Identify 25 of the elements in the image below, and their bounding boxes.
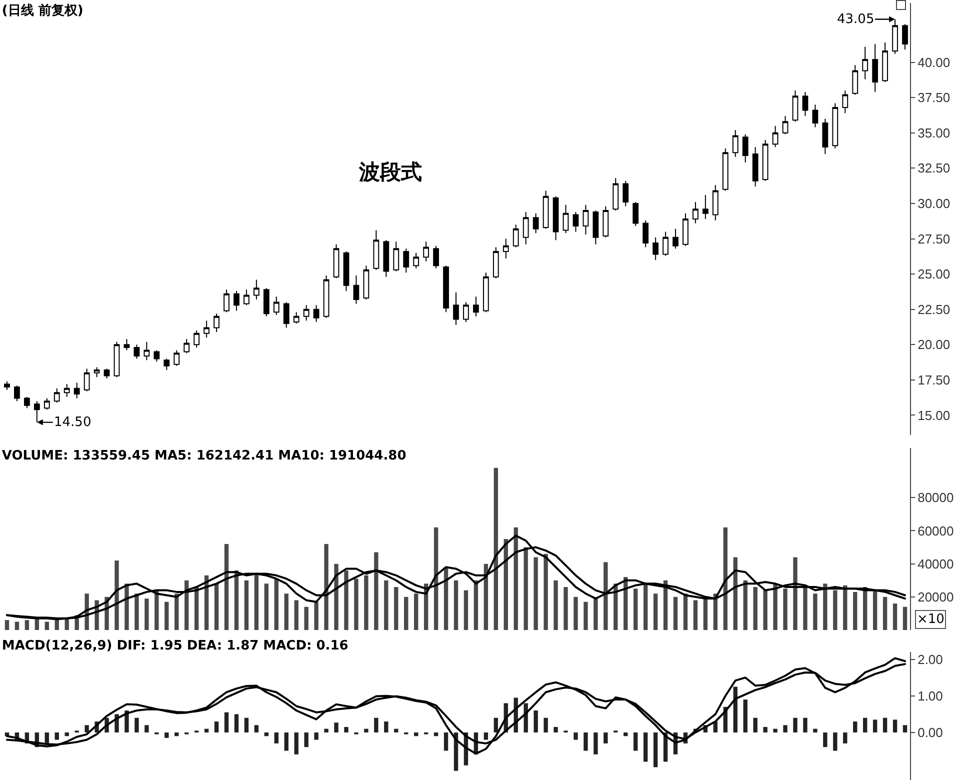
chart-title: VOLUME: 133559.45 MA5: 162142.41 MA10: 191044.80 — [2, 448, 406, 464]
y-tick-label: 17.50 — [918, 372, 950, 388]
y-tick-label: 60000 — [918, 523, 954, 538]
y-tick-label: 25.00 — [918, 266, 950, 282]
y-tick-label: 37.50 — [918, 90, 950, 106]
y-tick-label: 27.50 — [918, 231, 950, 246]
y-tick-label: 35.00 — [918, 125, 950, 140]
y-tick-label: 20.00 — [918, 337, 950, 352]
y-tick-label: 15.00 — [918, 408, 950, 423]
y-tick-label: 22.50 — [918, 302, 950, 317]
chart-title: (日线 前复权) — [2, 4, 84, 19]
y-tick-label: 40000 — [918, 556, 954, 572]
annotation: 43.05 — [837, 12, 874, 27]
y-tick-label: 30.00 — [918, 196, 950, 212]
annotation: 14.50 — [54, 415, 92, 430]
text: ×10 — [917, 612, 944, 627]
chart-title: MACD(12,26,9) DIF: 1.95 DEA: 1.87 MACD: 0.16 — [2, 638, 348, 654]
y-tick-label: 20000 — [918, 589, 954, 604]
y-tick-label: 0.00 — [918, 725, 943, 740]
y-tick-label: 80000 — [918, 490, 954, 506]
annotation: 波段式 — [358, 160, 422, 184]
y-tick-label: 40.00 — [918, 54, 950, 70]
y-tick-label: 32.50 — [918, 160, 950, 176]
y-tick-label: 1.00 — [918, 688, 943, 704]
y-tick-label: 2.00 — [918, 652, 943, 667]
